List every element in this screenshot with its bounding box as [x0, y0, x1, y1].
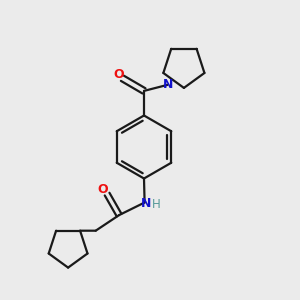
Text: H: H — [152, 198, 161, 211]
Text: O: O — [113, 68, 124, 81]
Text: O: O — [98, 183, 108, 196]
Text: N: N — [163, 78, 173, 91]
Text: N: N — [141, 196, 151, 210]
